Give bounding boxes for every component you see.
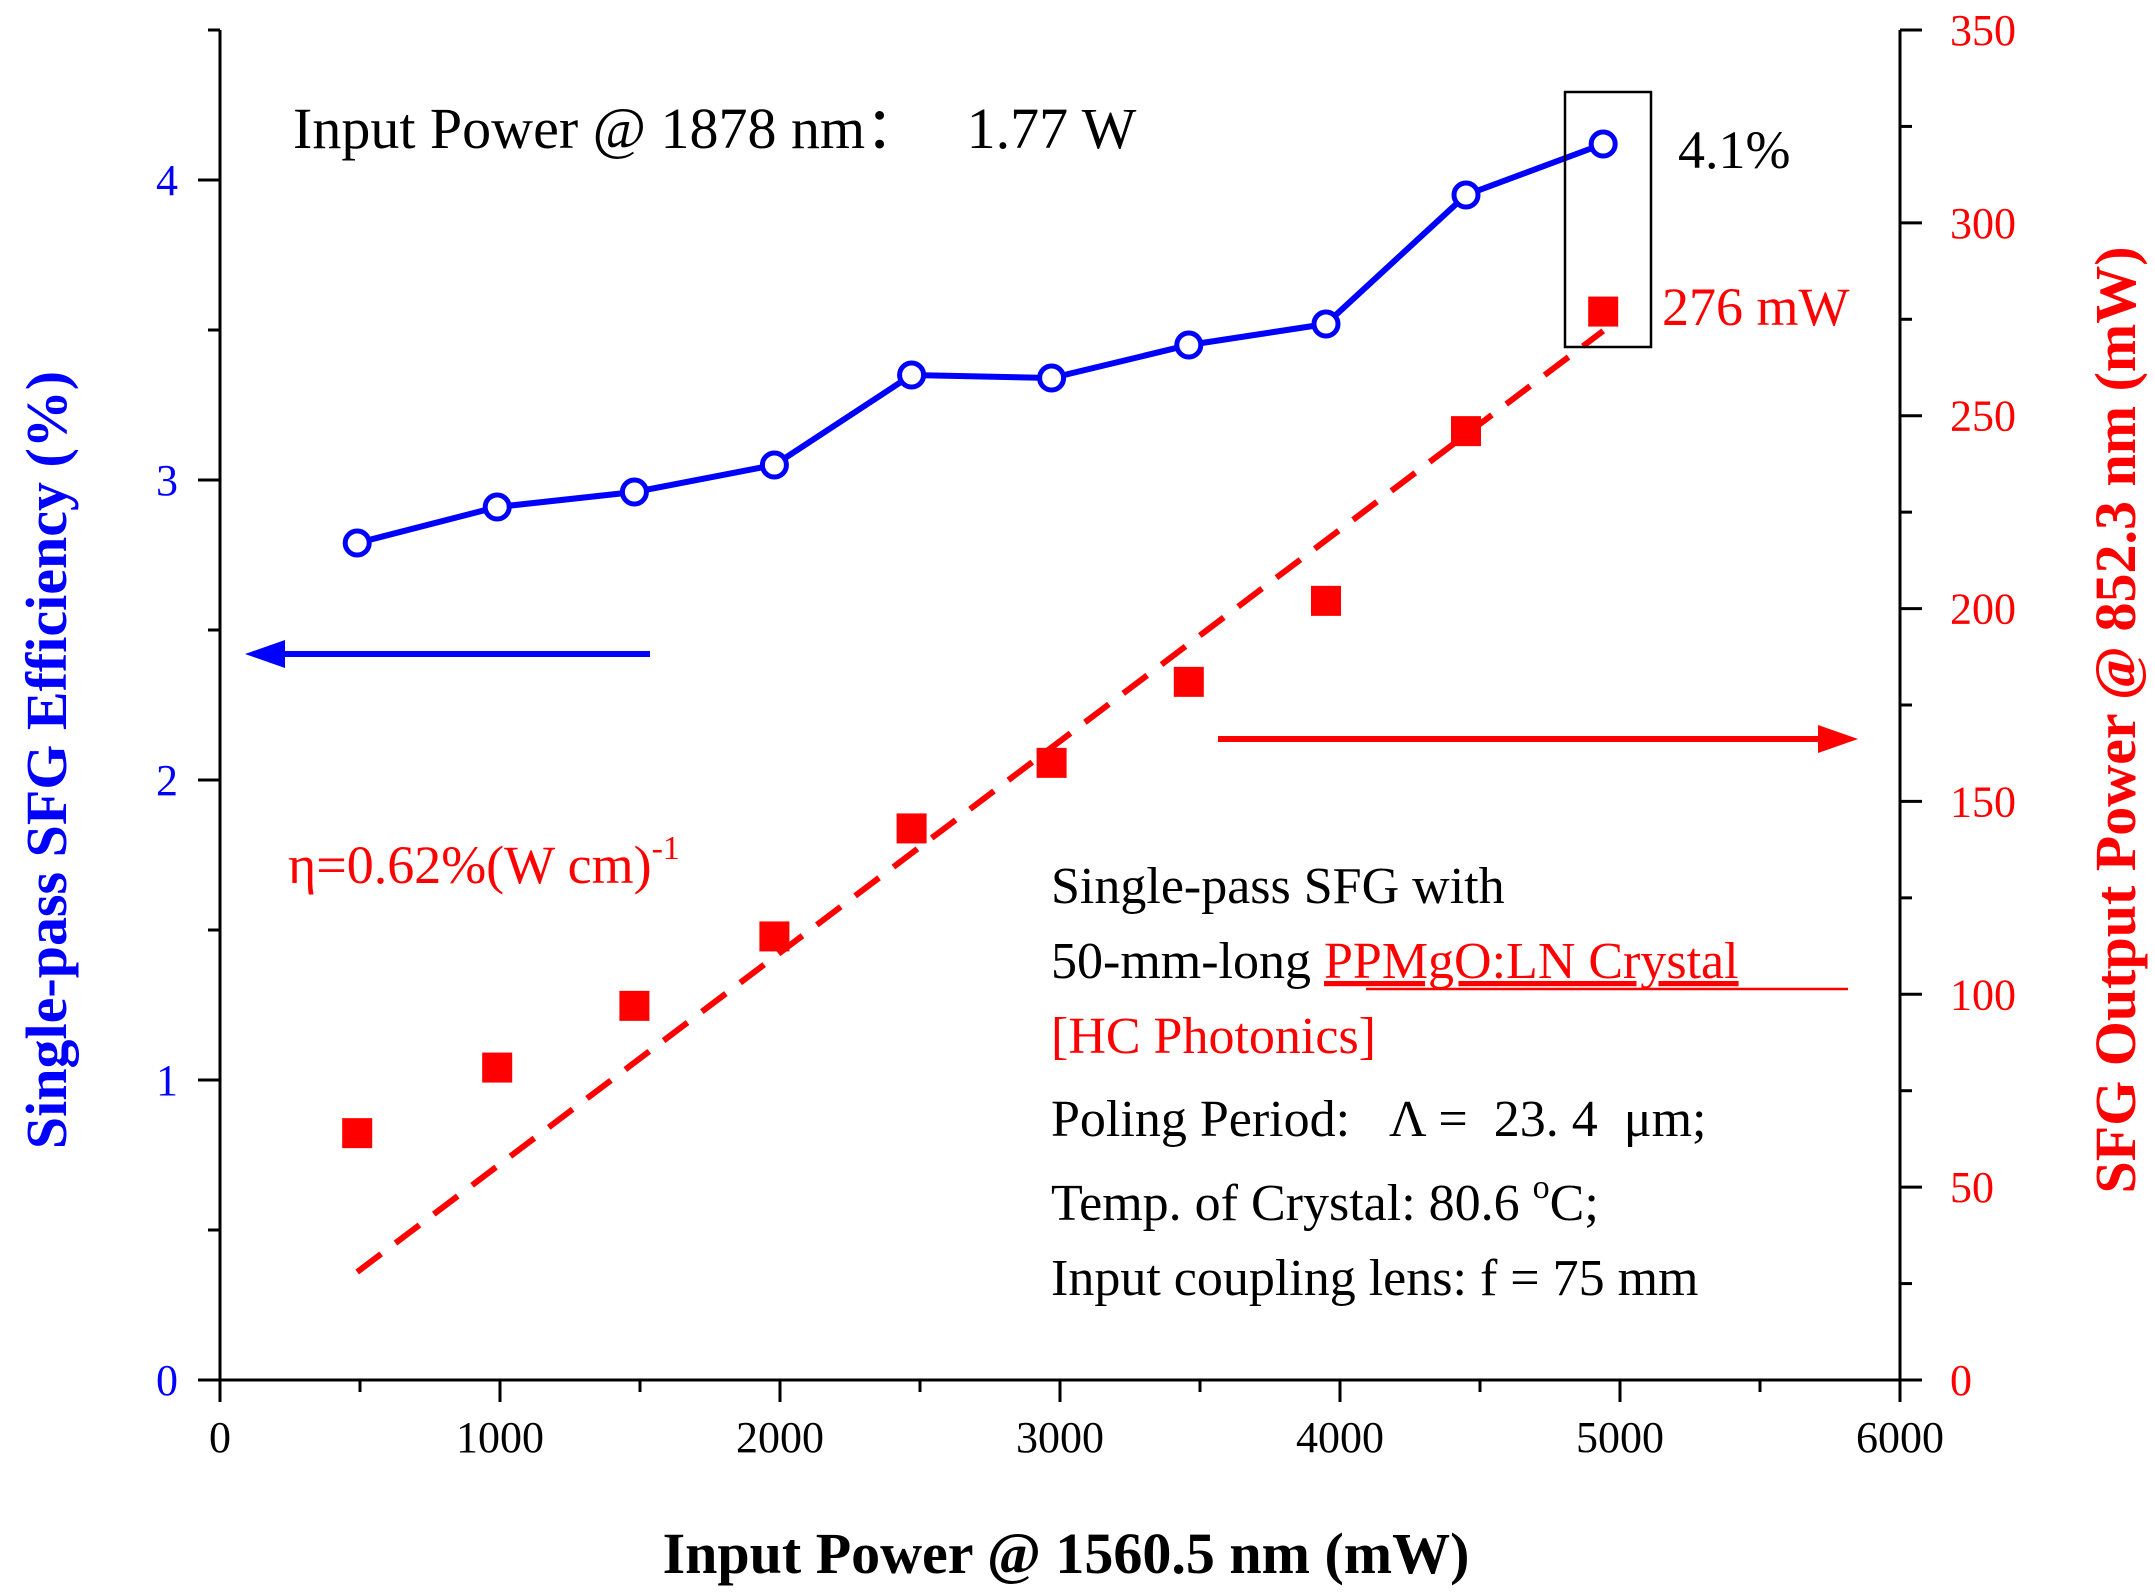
y-right-tick-label: 350 xyxy=(1950,6,2016,55)
left-arrow xyxy=(245,640,650,668)
efficiency-point xyxy=(759,450,789,480)
info-line-5-suffix: C; xyxy=(1550,1175,1599,1232)
y-left-tick-label: 0 xyxy=(156,1356,178,1405)
y-left-tick-label: 4 xyxy=(156,156,178,205)
eta-exponent: -1 xyxy=(652,830,680,867)
fit-line xyxy=(355,328,1606,1275)
y-right-tick-label: 100 xyxy=(1950,970,2016,1019)
y-right-tick-label: 0 xyxy=(1950,1356,1972,1405)
info-line-1: Single-pass SFG with xyxy=(1051,858,1505,915)
power-point xyxy=(896,813,927,844)
tick-labels: 0 1000 2000 3000 4000 5000 6000012340501001502… xyxy=(156,6,2016,1462)
info-line-4: Poling Period: Λ = 23. 4 μm; xyxy=(1051,1091,1706,1148)
x-tick-label: 1000 xyxy=(456,1413,544,1462)
efficiency-point xyxy=(619,477,649,507)
power-point xyxy=(1173,666,1204,697)
efficiency-point xyxy=(1311,309,1341,339)
x-tick-label: 0 xyxy=(209,1413,231,1462)
efficiency-point xyxy=(1588,129,1618,159)
y-right-tick-label: 200 xyxy=(1950,585,2016,634)
info-line-2: 50-mm-long PPMgO:LN Crystal xyxy=(1051,933,1739,990)
y-axis-right-label: SFG Output Power @ 852.3 nm (mW) xyxy=(2083,246,2148,1193)
efficiency-point xyxy=(1174,330,1204,360)
efficiency-point xyxy=(897,360,927,390)
x-tick-label: 6000 xyxy=(1856,1413,1944,1462)
power-peak-label: 276 mW xyxy=(1662,277,1850,337)
y-left-tick-label: 3 xyxy=(156,456,178,505)
efficiency-point xyxy=(1037,363,1067,393)
right-arrow xyxy=(1218,725,1858,753)
series-layer xyxy=(342,129,1619,1275)
power-point xyxy=(1036,747,1067,778)
input-power-note: Input Power @ 1878 nm： 1.77 W xyxy=(293,96,1137,161)
efficiency-point xyxy=(1451,180,1481,210)
info-line-6: Input coupling lens: f = 75 mm xyxy=(1051,1250,1699,1307)
eta-text: η=0.62%(W cm) xyxy=(288,835,652,895)
ticks xyxy=(198,28,1922,1402)
efficiency-line xyxy=(356,141,1605,546)
degree-symbol: o xyxy=(1533,1169,1550,1206)
x-tick-label: 2000 xyxy=(736,1413,824,1462)
efficiency-peak-label: 4.1% xyxy=(1678,120,1790,180)
info-block: Single-pass SFG with 50-mm-long PPMgO:LN… xyxy=(1051,858,1848,1307)
y-left-tick-label: 1 xyxy=(156,1056,178,1105)
y-right-tick-label: 300 xyxy=(1950,199,2016,248)
power-point xyxy=(342,1118,373,1149)
y-right-tick-label: 150 xyxy=(1950,777,2016,826)
y-right-tick-label: 50 xyxy=(1950,1163,1994,1212)
crystal-link[interactable]: PPMgO:LN Crystal xyxy=(1324,933,1739,990)
eta-label: η=0.62%(W cm)-1 xyxy=(288,830,680,895)
x-tick-label: 5000 xyxy=(1576,1413,1664,1462)
y-left-tick-label: 2 xyxy=(156,756,178,805)
info-line-5: Temp. of Crystal: 80.6 oC; xyxy=(1051,1169,1599,1232)
x-axis-label: Input Power @ 1560.5 nm (mW) xyxy=(663,1521,1470,1586)
y-right-tick-label: 250 xyxy=(1950,392,2016,441)
power-point xyxy=(619,990,650,1021)
y-axis-left-label: Single-pass SFG Efficiency (%) xyxy=(14,371,79,1149)
highlight-box xyxy=(1563,90,1653,349)
efficiency-point xyxy=(482,492,512,522)
power-point xyxy=(1311,585,1341,616)
x-tick-label: 3000 xyxy=(1016,1413,1104,1462)
x-tick-label: 4000 xyxy=(1296,1413,1384,1462)
power-point xyxy=(1451,416,1481,447)
efficiency-point xyxy=(342,528,372,558)
power-point xyxy=(482,1052,513,1083)
info-line-3: [HC Photonics] xyxy=(1051,1008,1376,1065)
info-line-2-prefix: 50-mm-long xyxy=(1051,933,1324,990)
power-point xyxy=(1588,296,1619,327)
info-line-5-prefix: Temp. of Crystal: 80.6 xyxy=(1051,1175,1533,1232)
